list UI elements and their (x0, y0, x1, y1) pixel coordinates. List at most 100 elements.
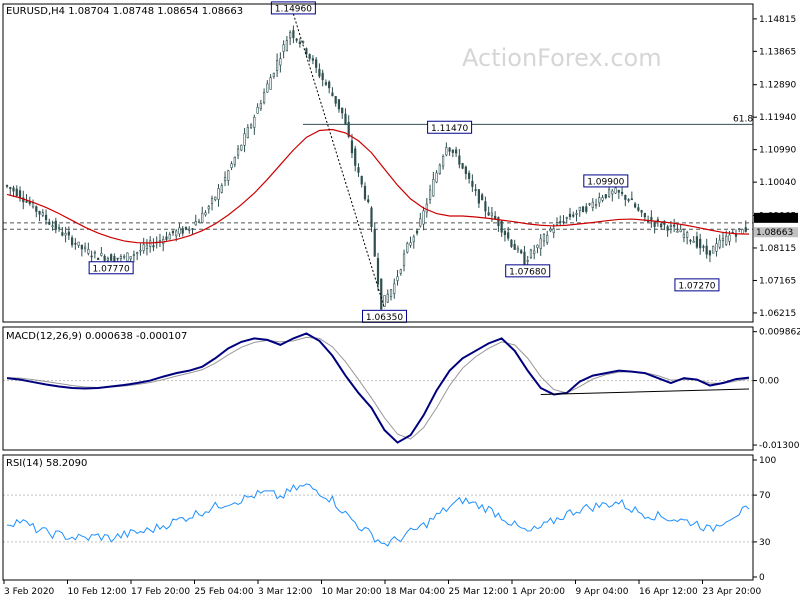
candle-body (601, 197, 604, 201)
candle (152, 238, 155, 252)
macd-panel: 0.009862 0.00 -0.013002 (3, 328, 800, 451)
candle-body (25, 200, 28, 203)
candle (438, 163, 441, 175)
rsi-y-tick-label: 0 (759, 573, 765, 583)
candle (100, 247, 103, 257)
candle-body (497, 217, 500, 227)
candle (598, 192, 601, 207)
candle-body (328, 81, 331, 89)
candle (386, 289, 389, 304)
candle (22, 190, 25, 210)
candle-body (41, 212, 44, 216)
candle-body (103, 255, 106, 261)
candle-body (188, 228, 191, 231)
candle-body (84, 246, 87, 250)
candle (708, 250, 712, 263)
candle (425, 197, 428, 218)
candle (585, 203, 588, 214)
price-annotation: 1.07270 (674, 278, 720, 292)
candle-body (142, 244, 145, 251)
candle-body (682, 233, 686, 238)
x-tick-label: 16 Apr 12:00 (639, 587, 698, 597)
candle-body (253, 116, 256, 128)
candle (673, 218, 676, 233)
candle (256, 103, 259, 114)
candle-body (409, 242, 412, 246)
candle-body (715, 243, 718, 252)
candle (738, 228, 741, 233)
candle (74, 238, 77, 250)
rsi-line (6, 483, 750, 547)
x-tick-label: 25 Feb 04:00 (195, 587, 254, 597)
candle-body (324, 82, 328, 85)
candle (484, 196, 487, 218)
candle-body (243, 133, 246, 146)
candle (396, 270, 399, 286)
axis-price-box (754, 212, 798, 223)
candle-body (552, 228, 555, 234)
candle-body (533, 250, 536, 254)
candle-body (656, 219, 659, 222)
candle (171, 230, 175, 236)
candle (54, 217, 57, 234)
candle (412, 234, 415, 249)
candle-body (171, 230, 175, 234)
candle (207, 204, 210, 214)
candle (393, 278, 396, 299)
candle (210, 195, 214, 211)
candle-body (422, 210, 425, 225)
candle-body (481, 194, 484, 201)
candle-body (367, 199, 370, 202)
candle-body (673, 224, 676, 227)
candle-body (572, 214, 575, 217)
candle (292, 25, 295, 44)
candle-body (354, 148, 357, 166)
candle-body (347, 121, 350, 137)
candle-body (728, 234, 731, 242)
macd-trendline (540, 388, 750, 395)
candle-body (282, 44, 285, 52)
candle-body (555, 222, 559, 226)
candle-body (321, 72, 324, 81)
candle (516, 245, 520, 253)
candle (494, 211, 497, 220)
candle-body (607, 189, 611, 197)
candle (298, 38, 301, 48)
candle-body (441, 156, 445, 167)
price-annotation: 1.07770 (88, 261, 134, 275)
candle-body (432, 179, 435, 197)
candle-body (64, 233, 67, 236)
candle (360, 175, 363, 188)
candle (578, 206, 581, 217)
candle (269, 74, 272, 90)
candle (44, 209, 48, 225)
candle-body (542, 234, 546, 242)
candle (87, 242, 90, 256)
candle-body (598, 197, 601, 204)
candle (321, 69, 324, 87)
candle (126, 252, 129, 262)
candle-body (57, 227, 61, 229)
candle-body (565, 217, 568, 219)
candle (350, 133, 354, 159)
y-tick-label: 1.08115 (759, 244, 796, 254)
candle (383, 295, 386, 307)
candle-body (630, 198, 633, 201)
candle-body (38, 210, 41, 215)
candle (113, 253, 116, 263)
candle-body (614, 187, 617, 194)
y-tick-label: 1.10040 (759, 178, 796, 188)
candle (702, 244, 705, 252)
candle (604, 194, 607, 200)
annotation-box (427, 120, 473, 134)
candle (487, 206, 490, 217)
candle (363, 182, 367, 201)
candle-body (738, 228, 741, 230)
candle-body (139, 249, 142, 252)
candle (640, 209, 643, 217)
candle (389, 289, 393, 301)
candle (337, 99, 341, 113)
candle (510, 239, 513, 248)
candle (432, 171, 435, 197)
candle (630, 191, 633, 201)
